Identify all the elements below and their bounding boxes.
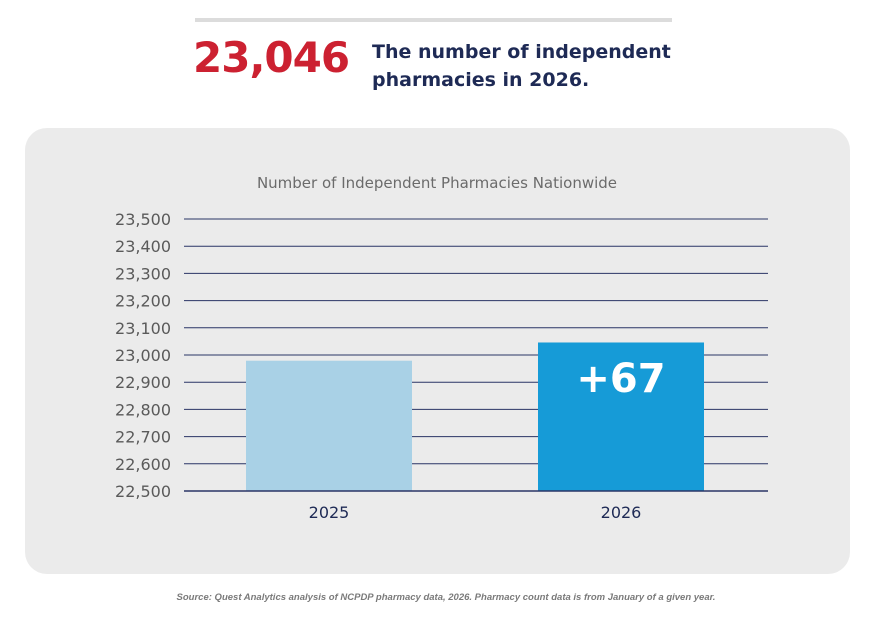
headline-number: 23,046 [193,33,350,82]
y-tick-label: 23,300 [115,264,171,283]
chart-panel [25,128,850,574]
y-tick-label: 22,600 [115,455,171,474]
y-tick-label: 22,800 [115,400,171,419]
source-note: Source: Quest Analytics analysis of NCPD… [176,592,716,603]
y-tick-label: 22,900 [115,373,171,392]
y-tick-label: 22,500 [115,482,171,501]
bar-2026 [538,342,704,491]
y-tick-label: 23,100 [115,319,171,338]
y-tick-label: 22,700 [115,428,171,447]
bar-2025 [246,360,412,491]
top-divider [195,18,672,22]
y-tick-label: 23,000 [115,346,171,365]
y-tick-label: 23,200 [115,292,171,311]
headline-text: The number of independent pharmacies in … [372,41,671,91]
chart-title: Number of Independent Pharmacies Nationw… [257,174,617,192]
y-tick-label: 23,400 [115,237,171,256]
x-tick-label: 2026 [601,503,642,522]
bar-annotation: +67 [576,356,665,402]
x-tick-label: 2025 [309,503,350,522]
y-tick-label: 23,500 [115,210,171,229]
